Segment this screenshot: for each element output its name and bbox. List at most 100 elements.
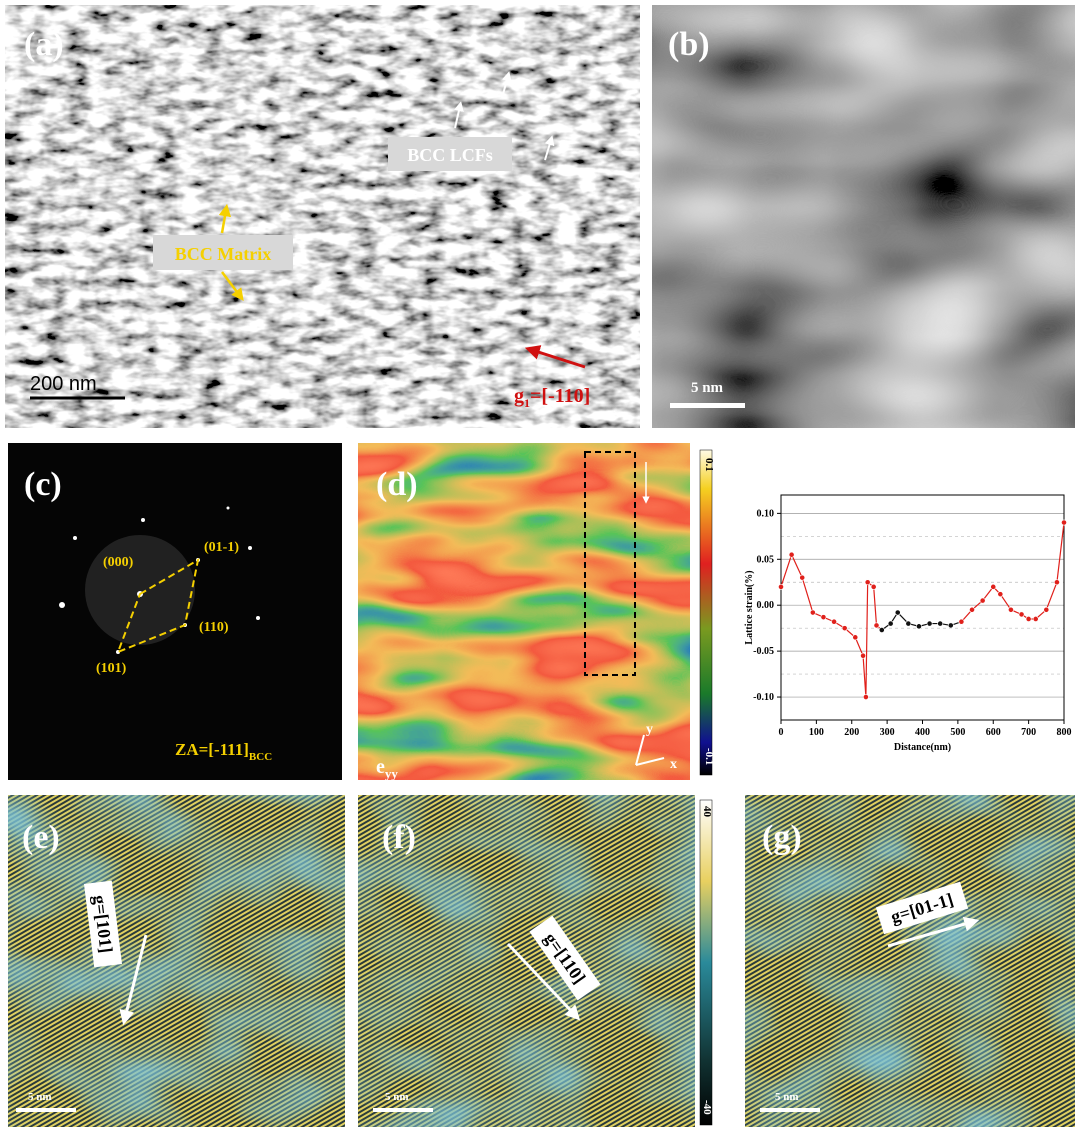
x-tick-label: 100: [809, 727, 824, 738]
point: [873, 622, 880, 629]
point: [860, 652, 866, 659]
arrow: [454, 101, 464, 129]
strain-map: [358, 443, 690, 780]
colorbar-label: -40: [701, 1100, 713, 1115]
colorbar-label: 0.1: [703, 458, 715, 472]
point: [905, 620, 912, 627]
x-tick-label: 800: [1057, 727, 1072, 738]
y-axis-label: Lattice strain(%): [744, 570, 755, 644]
point: [820, 614, 827, 621]
panel-label: (c): [24, 466, 62, 503]
point: [864, 579, 871, 586]
panel-label: (b): [668, 26, 710, 63]
x-axis-label: Distance(nm): [894, 742, 951, 753]
arrow: [501, 71, 512, 99]
panel-label: (e): [22, 819, 60, 856]
point: [841, 625, 848, 632]
point: [852, 634, 859, 641]
micrograph-b: [652, 5, 1075, 428]
label-box: [388, 137, 512, 171]
point: [809, 609, 816, 616]
scale-bar: [670, 403, 745, 408]
x-tick-label: 0: [779, 727, 784, 738]
label-box: [153, 235, 293, 270]
annotation: g1=[-110]: [514, 385, 590, 410]
arrow: [544, 135, 555, 161]
arrow: [887, 916, 980, 948]
line: [960, 522, 1065, 623]
plot-frame: [780, 494, 1065, 721]
y-tick-label: 0.00: [757, 600, 775, 611]
y-tick-label: -0.10: [753, 692, 774, 703]
point: [1043, 606, 1050, 613]
colorbar: [699, 799, 713, 1126]
x-tick-label: 200: [844, 727, 859, 738]
colorbar-label: -0.1: [703, 748, 715, 765]
point: [916, 623, 922, 630]
y-tick-label: 0.10: [757, 508, 775, 519]
annotation: ZA=[-111]BCC: [175, 740, 272, 763]
point: [1018, 611, 1025, 618]
point: [878, 627, 885, 633]
arrow: [221, 271, 244, 301]
arrow: [524, 345, 586, 369]
annotation: eyy: [376, 756, 398, 781]
point: [926, 620, 933, 627]
point: [947, 622, 954, 629]
point: [979, 597, 986, 604]
annotation: BCC Matrix: [175, 244, 271, 264]
fringe-overlay: [8, 795, 345, 1127]
fringe-overlay: [745, 795, 1075, 1127]
panel-label: (g): [762, 819, 802, 856]
axis-arrow: [635, 734, 645, 766]
panel-label: (d): [376, 466, 418, 503]
spot-label: (01-1): [204, 540, 239, 555]
scale-bar: [16, 1108, 76, 1112]
point: [887, 620, 894, 627]
diffuse: [85, 535, 195, 645]
point: [863, 694, 869, 700]
axis-arrow: [635, 757, 665, 766]
x-tick-label: 700: [1021, 727, 1036, 738]
panel-label: (f): [382, 819, 416, 856]
point: [997, 591, 1004, 598]
point: [1054, 579, 1060, 586]
colorbar-label: 40: [701, 806, 713, 818]
point: [870, 583, 877, 590]
label-box: [529, 915, 601, 1001]
line: [780, 553, 883, 698]
annotation: BCC LCFs: [407, 145, 493, 165]
cell: [116, 558, 200, 654]
scale-label: 200 nm: [30, 373, 97, 395]
arrow: [119, 934, 148, 1026]
scale-label: 5 nm: [691, 380, 724, 396]
y-tick-label: -0.05: [753, 646, 774, 657]
panel-label: (a): [24, 26, 64, 63]
box: [584, 451, 636, 676]
point: [990, 583, 997, 590]
x-tick-label: 500: [950, 727, 965, 738]
point: [831, 618, 837, 625]
point: [1008, 606, 1014, 613]
point: [894, 609, 901, 616]
x-tick-label: 400: [915, 727, 930, 738]
fringe-overlay: [358, 795, 695, 1127]
point: [1025, 616, 1032, 622]
spot-label: (101): [96, 661, 127, 676]
label-box: [83, 880, 123, 968]
arrow: [218, 203, 232, 234]
x-tick-label: 300: [880, 727, 895, 738]
scale-label: 5 nm: [775, 1091, 799, 1103]
spot-label: (110): [199, 620, 229, 635]
point: [1061, 519, 1067, 526]
x-tick-label: 600: [986, 727, 1001, 738]
point: [799, 574, 806, 581]
scale-bar: [760, 1108, 820, 1112]
scale-label: 5 nm: [28, 1091, 52, 1103]
point: [778, 583, 784, 590]
arrow: [506, 942, 581, 1021]
axis-label: y: [646, 722, 653, 737]
micrograph-a: [5, 5, 640, 428]
scale-bar: [373, 1108, 433, 1112]
